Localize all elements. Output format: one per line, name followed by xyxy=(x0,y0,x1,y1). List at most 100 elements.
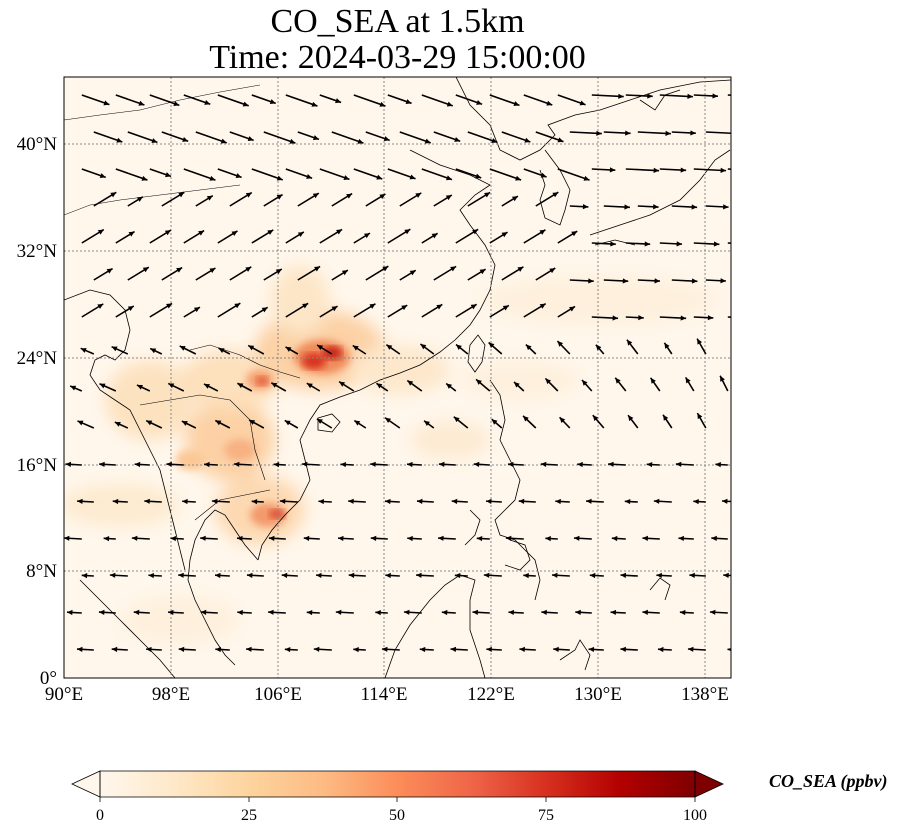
wind-arrow-head xyxy=(403,609,410,615)
wind-arrow-shaft xyxy=(734,341,740,354)
wind-arrow-head xyxy=(734,131,740,136)
wind-arrow-head xyxy=(518,498,525,504)
co-concentration-field xyxy=(64,265,720,645)
wind-arrow-head xyxy=(204,461,210,468)
wind-arrow-head xyxy=(316,572,322,579)
wind-arrow-head xyxy=(386,344,393,350)
wind-arrow-head xyxy=(579,100,586,106)
wind-arrow-head xyxy=(424,420,430,427)
wind-arrow-head xyxy=(453,416,460,423)
wind-arrow-head xyxy=(276,175,283,181)
wind-arrow-head xyxy=(610,241,616,247)
wind-arrow-head xyxy=(178,572,184,578)
wind-arrow-head xyxy=(348,498,354,504)
wind-vectors xyxy=(64,93,767,653)
wind-arrow-head xyxy=(138,100,145,106)
wind-arrow-head xyxy=(144,498,150,504)
wind-arrow-head xyxy=(261,307,268,313)
wind-arrow-head xyxy=(269,99,276,105)
wind-arrow-head xyxy=(450,646,457,652)
wind-arrow-head xyxy=(446,175,453,181)
wind-arrow-head xyxy=(110,192,117,198)
wind-arrow-head xyxy=(407,461,413,468)
wind-arrow-head xyxy=(723,572,729,578)
wind-arrow-head xyxy=(182,136,189,142)
wind-arrow-head xyxy=(248,345,255,351)
wind-arrow-head xyxy=(111,646,118,653)
wind-arrow-head xyxy=(571,231,578,237)
wind-arrow-head xyxy=(638,315,644,321)
wind-arrow-head xyxy=(313,135,319,141)
wind-arrow-head xyxy=(231,230,238,237)
wind-arrow-shaft xyxy=(263,131,296,144)
wind-arrow-head xyxy=(376,174,383,180)
wind-arrow-head xyxy=(211,498,218,504)
wind-arrow-head xyxy=(610,609,617,616)
wind-arrow-head xyxy=(628,415,634,422)
wind-arrow-head xyxy=(204,100,211,105)
wind-arrow-head xyxy=(676,241,683,247)
wind-arrow-head xyxy=(340,461,347,468)
wind-arrow-head xyxy=(733,341,738,347)
wind-arrow-head xyxy=(178,192,185,198)
wind-arrow-head xyxy=(491,419,498,425)
wind-arrow-head xyxy=(339,381,346,387)
wind-arrow-head xyxy=(589,572,596,579)
colorbar-tick-label: 0 xyxy=(96,807,104,824)
lon-tick-label: 90°E xyxy=(45,684,83,705)
wind-arrow-head xyxy=(624,204,630,210)
wind-arrow-head xyxy=(624,498,631,505)
wind-arrow-head xyxy=(401,305,408,311)
wind-arrow-head xyxy=(242,101,249,107)
wind-arrow-head xyxy=(687,93,693,99)
wind-arrow-head xyxy=(251,499,258,505)
wind-arrow-shaft xyxy=(489,168,522,181)
wind-arrow-head xyxy=(206,195,213,201)
wind-arrow-head xyxy=(357,138,364,144)
wind-arrow-shaft xyxy=(727,94,731,96)
wind-arrow-head xyxy=(642,609,648,615)
wind-arrow-head xyxy=(697,338,703,345)
colorbar: 0 25 50 75 100 CO_SEA (ppbv) xyxy=(71,770,888,824)
wind-arrow-shaft xyxy=(727,316,731,318)
wind-arrow-head xyxy=(97,229,104,235)
wind-arrow-head xyxy=(133,609,140,616)
wind-arrow-head xyxy=(353,646,359,653)
wind-arrow-head xyxy=(134,461,141,468)
wind-arrow-head xyxy=(707,315,714,321)
wind-arrow-head xyxy=(302,303,309,309)
wind-arrow-shaft xyxy=(740,280,766,281)
lat-tick-label: 24°N xyxy=(17,348,58,369)
colorbar-min-extend xyxy=(71,770,101,798)
wind-arrow-head xyxy=(727,647,731,652)
wind-arrow-shaft xyxy=(285,94,318,107)
wind-arrow-head xyxy=(720,167,727,173)
lon-tick-label: 122°E xyxy=(467,684,515,705)
wind-arrow-head xyxy=(246,572,253,578)
wind-arrow-head xyxy=(545,378,552,385)
wind-arrow-head xyxy=(97,303,104,309)
wind-arrow-head xyxy=(385,417,392,424)
wind-arrow-head xyxy=(131,535,138,541)
wind-arrow-head xyxy=(595,344,602,351)
wind-arrow-head xyxy=(318,498,324,505)
wind-arrow-head xyxy=(65,461,72,467)
wind-arrow-head xyxy=(720,278,726,284)
wind-arrow-head xyxy=(384,498,391,505)
wind-arrow-head xyxy=(166,461,172,467)
wind-arrow-head xyxy=(525,344,532,351)
wind-arrow-head xyxy=(761,278,767,283)
wind-arrow-head xyxy=(546,100,553,106)
wind-arrow-head xyxy=(150,348,157,354)
wind-arrow-head xyxy=(335,609,342,615)
wind-arrow-head xyxy=(647,93,653,99)
wind-arrow-head xyxy=(650,377,656,384)
wind-arrow-head xyxy=(363,233,370,239)
wind-arrow-head xyxy=(751,168,757,173)
wind-arrow-head xyxy=(709,609,716,615)
wind-arrow-head xyxy=(303,535,310,542)
wind-arrow-head xyxy=(523,415,529,422)
wind-arrow-head xyxy=(685,377,691,384)
lon-tick-label: 98°E xyxy=(152,684,190,705)
